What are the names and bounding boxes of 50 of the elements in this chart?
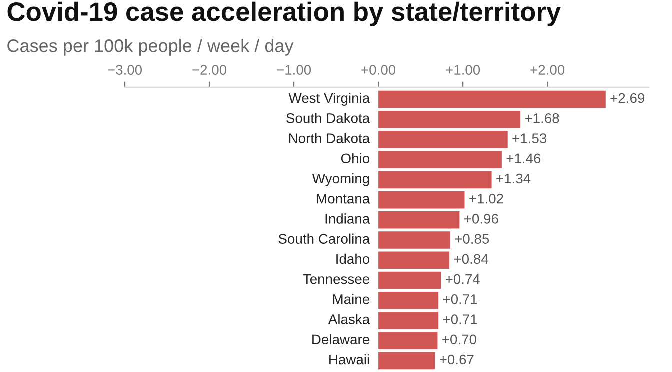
- bar: [378, 272, 442, 290]
- data-label: +0.71: [443, 294, 478, 304]
- x-tick-label: +2.00: [530, 65, 565, 75]
- bar: [378, 191, 465, 209]
- y-tick-label: Maine: [333, 294, 370, 304]
- data-label: +1.46: [506, 154, 541, 164]
- y-tick-label: Idaho: [336, 254, 370, 264]
- chart-subtitle: Cases per 100k people / week / day: [8, 39, 294, 56]
- bar: [378, 292, 439, 310]
- data-label: +2.69: [610, 93, 645, 104]
- data-label: +1.02: [470, 194, 504, 204]
- y-tick-label: Tennessee: [303, 274, 370, 284]
- y-tick-label: South Dakota: [286, 113, 370, 124]
- data-label: +0.74: [446, 274, 480, 284]
- y-tick-label: Montana: [317, 194, 370, 204]
- bar: [378, 151, 502, 168]
- bar: [378, 352, 436, 370]
- data-label: +0.70: [442, 334, 476, 345]
- x-tick-label: −2.00: [192, 65, 227, 75]
- bar: [378, 252, 450, 270]
- bar: [378, 90, 606, 108]
- data-label: +0.96: [464, 214, 498, 224]
- bar: [378, 332, 438, 350]
- y-tick-label: North Dakota: [289, 133, 370, 144]
- bar: [378, 110, 521, 128]
- y-tick-label: West Virginia: [288, 93, 370, 106]
- bar: [378, 212, 460, 229]
- y-tick-label: Alaska: [328, 314, 370, 324]
- y-tick-label: Ohio: [341, 153, 370, 164]
- bar: [378, 312, 439, 330]
- bar: [378, 131, 508, 148]
- y-tick-label: Indiana: [326, 214, 370, 224]
- y-tick-label: South Carolina: [278, 234, 370, 244]
- chart-title: Covid-19 case acceleration by state/territory: [8, 2, 561, 26]
- y-tick-label: Hawaii: [330, 354, 370, 365]
- data-label: +1.53: [512, 134, 547, 144]
- data-label: +0.71: [443, 314, 478, 324]
- y-tick-label: Delaware: [312, 334, 370, 345]
- bar: [378, 171, 492, 189]
- x-tick-label: +0.00: [362, 65, 396, 75]
- data-label: +1.34: [496, 174, 531, 184]
- bar: [378, 232, 450, 249]
- x-tick-label: −3.00: [108, 65, 142, 75]
- y-tick-label: Wyoming: [312, 173, 370, 186]
- data-label: +0.85: [455, 234, 490, 244]
- data-label: +1.68: [525, 113, 560, 124]
- x-tick-label: +1.00: [446, 65, 480, 75]
- data-label: +0.67: [440, 354, 474, 365]
- data-label: +0.84: [454, 254, 488, 264]
- x-tick-label: −1.00: [277, 65, 312, 75]
